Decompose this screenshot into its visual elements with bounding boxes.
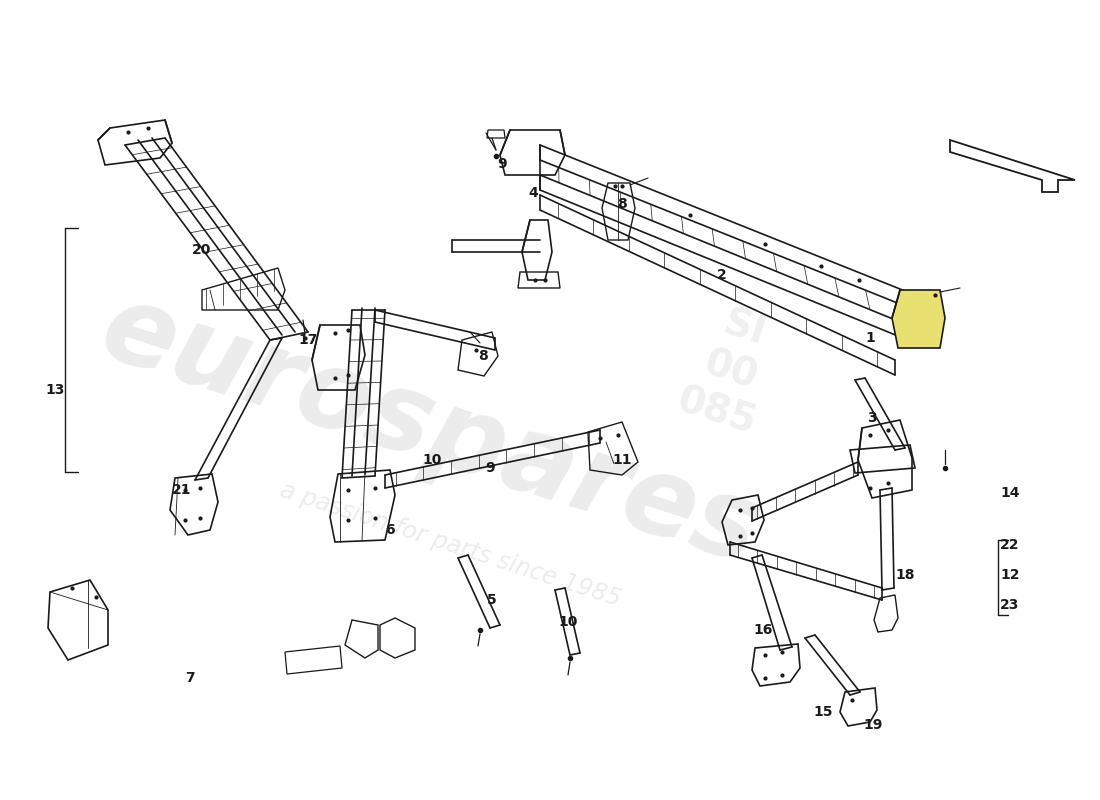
Text: 17: 17 xyxy=(298,333,318,347)
Text: SI
00
085: SI 00 085 xyxy=(672,298,788,442)
Text: 19: 19 xyxy=(864,718,882,732)
Text: 10: 10 xyxy=(559,615,578,629)
Text: 3: 3 xyxy=(867,411,877,425)
Text: 22: 22 xyxy=(1000,538,1020,552)
Text: 15: 15 xyxy=(813,705,833,719)
Text: 16: 16 xyxy=(754,623,772,637)
Text: 4: 4 xyxy=(528,186,538,200)
Text: 18: 18 xyxy=(895,568,915,582)
Text: 23: 23 xyxy=(1000,598,1020,612)
Text: 9: 9 xyxy=(497,157,507,171)
Text: 14: 14 xyxy=(1000,486,1020,500)
Polygon shape xyxy=(892,290,945,348)
Text: 12: 12 xyxy=(1000,568,1020,582)
Text: 7: 7 xyxy=(185,671,195,685)
Text: a passion for parts since 1985: a passion for parts since 1985 xyxy=(276,478,624,611)
Text: 9: 9 xyxy=(485,461,495,475)
Text: 20: 20 xyxy=(192,243,211,257)
Text: 6: 6 xyxy=(385,523,395,537)
Text: 13: 13 xyxy=(45,383,65,397)
Text: 8: 8 xyxy=(478,349,488,363)
Text: 10: 10 xyxy=(422,453,442,467)
Text: 8: 8 xyxy=(617,197,627,211)
Text: 11: 11 xyxy=(613,453,631,467)
Text: 2: 2 xyxy=(717,268,727,282)
Text: 5: 5 xyxy=(487,593,497,607)
Text: eurospares: eurospares xyxy=(88,274,772,586)
Text: 1: 1 xyxy=(865,331,874,345)
Text: 21: 21 xyxy=(173,483,191,497)
